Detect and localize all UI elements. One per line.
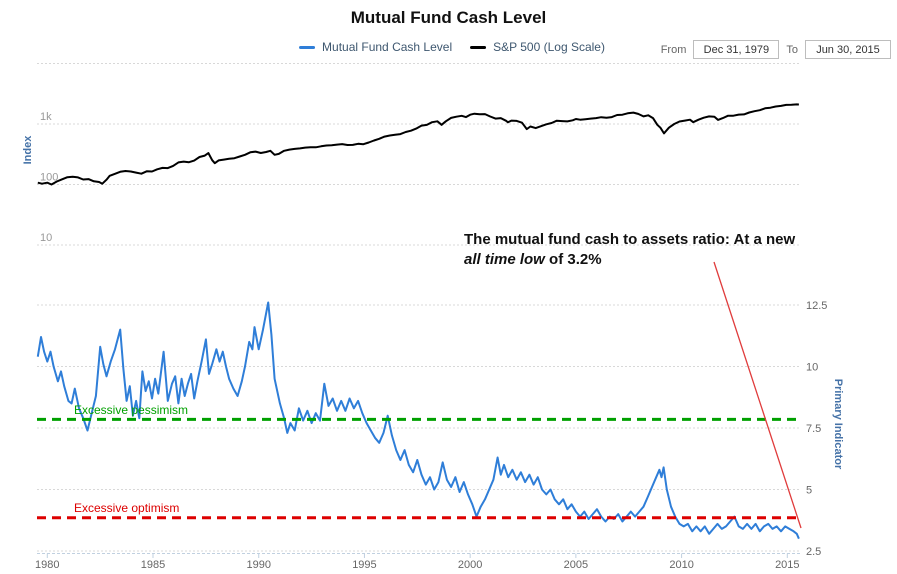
- x-tick-label: 2015: [775, 559, 799, 571]
- primary-tick-label: 2.5: [806, 546, 821, 558]
- excessive-optimism-label: Excessive optimism: [74, 501, 180, 515]
- annotation-text-italic: all time low: [464, 251, 545, 269]
- primary-tick-label: 5: [806, 485, 812, 497]
- primary-tick-label: 7.5: [806, 423, 821, 435]
- primary-tick-label: 10: [806, 362, 818, 374]
- chart-title: Mutual Fund Cash Level: [350, 8, 547, 27]
- index-axis-title: Index: [22, 135, 34, 165]
- date-range-selector: From To: [661, 40, 891, 59]
- from-label: From: [660, 43, 687, 56]
- annotation-text-part: of 3.2%: [544, 251, 602, 269]
- annotation-text-part: The mutual fund cash to assets ratio: At…: [464, 231, 796, 248]
- from-date-input[interactable]: [693, 40, 780, 59]
- line-swatch-icon: [470, 45, 487, 49]
- annotation-callout-line: [713, 261, 802, 529]
- legend-item-sp500[interactable]: S&P 500 (Log Scale): [470, 40, 605, 54]
- primary-tick-label: 12.5: [806, 300, 827, 312]
- legend-label: Mutual Fund Cash Level: [322, 40, 453, 54]
- cash-level-series-line[interactable]: [36, 301, 800, 540]
- x-tick-label: 2000: [458, 559, 482, 571]
- line-swatch-icon: [299, 45, 316, 49]
- index-tick-label: 10: [40, 232, 52, 244]
- primary-indicator-axis-title: Primary Indicator: [832, 378, 844, 470]
- annotation-text: The mutual fund cash to assets ratio: At…: [464, 230, 804, 271]
- index-tick-label: 1k: [40, 111, 52, 123]
- excessive-pessimism-label: Excessive pessimism: [74, 403, 189, 417]
- to-label: To: [786, 43, 798, 56]
- index-tick-label: 100: [40, 172, 58, 184]
- x-tick-label: 1990: [246, 559, 270, 571]
- x-tick-label: 1995: [352, 559, 376, 571]
- legend: Mutual Fund Cash Level S&P 500 (Log Scal…: [299, 40, 605, 54]
- x-tick-label: 1980: [35, 559, 59, 571]
- x-tick-label: 2010: [669, 559, 693, 571]
- to-date-input[interactable]: [805, 40, 891, 59]
- legend-label: S&P 500 (Log Scale): [493, 40, 605, 54]
- x-tick-label: 1985: [141, 559, 165, 571]
- legend-item-mutual-fund-cash[interactable]: Mutual Fund Cash Level: [299, 40, 452, 54]
- sp500-series-line[interactable]: [37, 103, 799, 186]
- x-tick-label: 2005: [564, 559, 588, 571]
